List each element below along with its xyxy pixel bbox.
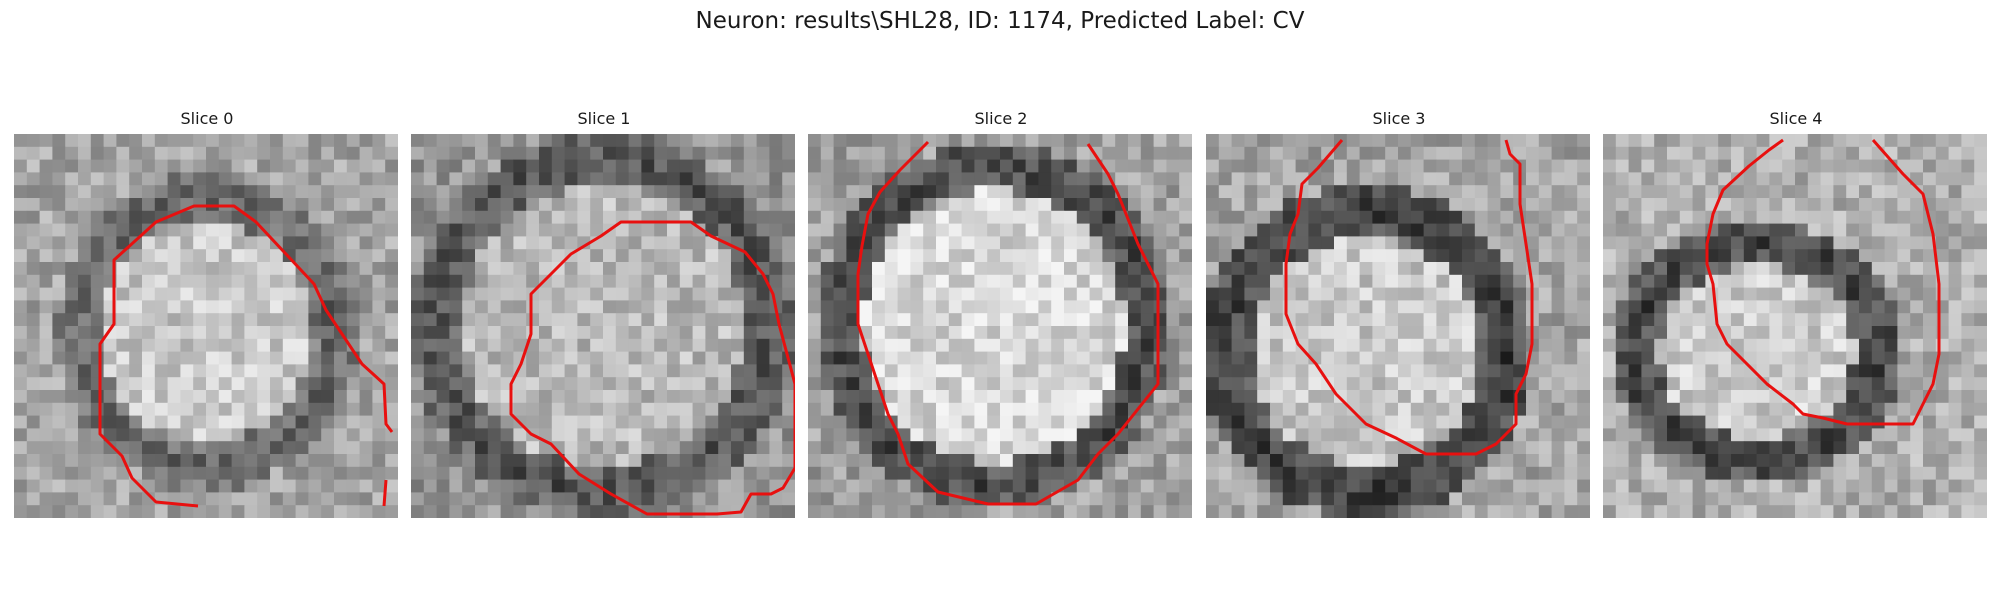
- segmentation-contour: [1705, 138, 1941, 426]
- slice-title: Slice 3: [1372, 109, 1426, 128]
- slice-title: Slice 2: [974, 109, 1028, 128]
- slice-image-4: [1603, 134, 1987, 518]
- slice-title: Slice 4: [1769, 109, 1823, 128]
- slice-image-1: [411, 134, 795, 518]
- segmentation-contour: [98, 204, 394, 508]
- slice-image-0: [14, 134, 398, 518]
- segmentation-contour: [856, 140, 1160, 506]
- slice-title: Slice 1: [577, 109, 631, 128]
- segmentation-contour: [1284, 139, 1534, 456]
- slice-image-2: [808, 134, 1192, 518]
- slice-image-3: [1206, 134, 1590, 518]
- figure-title: Neuron: results\SHL28, ID: 1174, Predict…: [695, 8, 1305, 34]
- segmentation-contour: [382, 479, 388, 507]
- slice-title: Slice 0: [180, 109, 234, 128]
- segmentation-contour: [509, 220, 795, 516]
